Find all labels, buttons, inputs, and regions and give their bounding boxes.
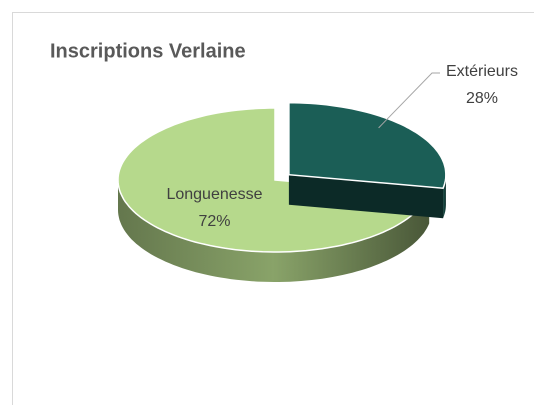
slice: [117, 107, 431, 253]
chart-title: Inscriptions Verlaine: [50, 40, 246, 62]
leader-line: [378, 72, 440, 129]
slice-side: [443, 174, 446, 219]
data-label-name: Longuenesse: [166, 186, 262, 203]
slice-side: [118, 180, 430, 282]
data-label-value: 72%: [198, 213, 230, 230]
data-label-value: 28%: [466, 90, 498, 107]
data-label-name: Extérieurs: [446, 63, 518, 80]
slice: [288, 101, 447, 189]
